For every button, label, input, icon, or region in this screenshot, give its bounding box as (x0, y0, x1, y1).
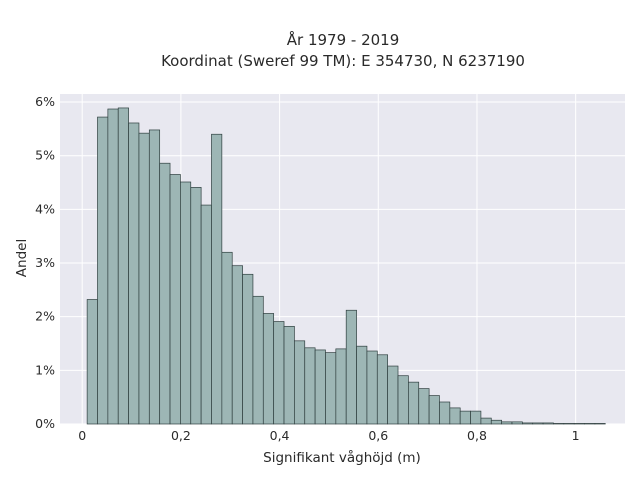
histogram-bar (211, 133, 223, 425)
histogram-bar (345, 309, 357, 425)
y-tick-label: 3% (35, 255, 55, 270)
x-tick-label: 0,6 (368, 428, 388, 443)
histogram-bar (490, 419, 502, 425)
histogram-bar (553, 423, 565, 425)
histogram-bar (335, 348, 347, 425)
y-axis-ticks: 0% 1% 2% 3% 4% 5% 6% (35, 94, 55, 431)
histogram-bar (200, 204, 212, 425)
chart-title-line-2: Koordinat (Sweref 99 TM): E 354730, N 62… (161, 52, 525, 70)
histogram-bar (180, 181, 192, 425)
histogram-bar (117, 107, 129, 425)
histogram-bar (252, 295, 264, 425)
histogram-bar (273, 321, 285, 425)
histogram-bar (169, 174, 181, 425)
y-tick-label: 6% (35, 94, 55, 109)
histogram-bar (428, 395, 440, 425)
histogram-bar (542, 422, 554, 425)
histogram-bar (304, 347, 316, 425)
histogram-bar (190, 187, 202, 425)
histogram-bar (314, 349, 326, 425)
histogram-bar (573, 423, 585, 425)
histogram-bar (242, 273, 254, 425)
histogram-bar (480, 417, 492, 425)
histogram-bar (356, 345, 368, 425)
histogram-bar (86, 299, 98, 425)
histogram-bar (532, 422, 544, 425)
histogram-bar (408, 381, 420, 425)
histogram-bar (584, 423, 596, 425)
chart-title-line-1: År 1979 - 2019 (287, 30, 400, 49)
y-tick-label: 0% (35, 416, 55, 431)
x-axis-ticks: 0 0,2 0,4 0,6 0,8 1 (78, 428, 579, 443)
histogram-bar (97, 116, 109, 425)
x-tick-label: 0,8 (467, 428, 487, 443)
histogram-bar (563, 423, 575, 425)
histogram-bar (107, 108, 119, 425)
histogram-bar (459, 410, 471, 425)
histogram-bar (449, 407, 461, 425)
histogram-bar (159, 162, 171, 425)
histogram-bar (387, 365, 399, 425)
histogram-bar (148, 129, 161, 425)
histogram-bar (138, 132, 150, 425)
x-tick-label: 0 (78, 428, 86, 443)
histogram-bar (221, 251, 233, 425)
x-tick-label: 0,4 (270, 428, 290, 443)
y-tick-label: 4% (35, 201, 55, 216)
histogram-bar (283, 325, 295, 425)
histogram-bar (366, 350, 378, 425)
histogram-bar (397, 375, 409, 425)
histogram-bar (470, 410, 482, 425)
histogram-bar (594, 423, 606, 425)
x-tick-label: 0,2 (171, 428, 191, 443)
histogram-bar (439, 401, 451, 425)
x-axis-label: Signifikant våghöjd (m) (263, 449, 421, 466)
histogram-bar (325, 352, 337, 425)
histogram-bar (511, 421, 523, 425)
histogram-bar (294, 340, 306, 425)
y-tick-label: 5% (35, 148, 55, 163)
histogram-bar (522, 422, 534, 425)
histogram-bar (128, 122, 140, 425)
y-axis-label: Andel (14, 239, 30, 277)
histogram-bars (86, 107, 606, 425)
y-tick-label: 1% (35, 362, 55, 377)
histogram-bar (231, 265, 243, 425)
histogram-bar (418, 388, 430, 425)
y-tick-label: 2% (35, 309, 55, 324)
histogram-bar (501, 421, 513, 425)
histogram-bar (262, 313, 275, 425)
x-tick-label: 1 (572, 428, 580, 443)
histogram-bar (376, 354, 389, 425)
